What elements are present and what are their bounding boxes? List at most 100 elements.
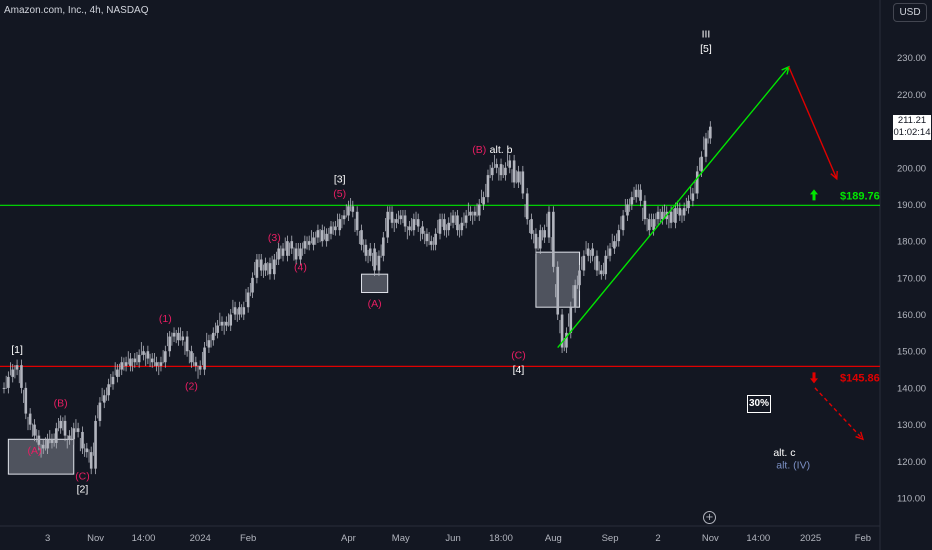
candle-body xyxy=(360,230,363,245)
candle-body xyxy=(299,248,302,260)
candle-body xyxy=(678,208,682,216)
candle-body xyxy=(242,307,246,315)
y-tick-label: 120.00 xyxy=(897,457,926,468)
candle-body xyxy=(207,340,211,348)
candle-body xyxy=(111,376,115,385)
candle-body xyxy=(94,420,97,469)
bar-countdown: 01:02:14 xyxy=(893,127,931,138)
candle-body xyxy=(626,204,629,216)
wave-label: (1) xyxy=(159,313,172,325)
candle-body xyxy=(368,248,372,256)
candle-body xyxy=(669,211,673,223)
x-tick-label: 2024 xyxy=(190,533,211,544)
candle-body xyxy=(238,307,241,315)
candle-body xyxy=(477,204,481,216)
candle-body xyxy=(443,219,446,231)
wave-label: III xyxy=(702,29,711,41)
candle-body xyxy=(129,358,132,366)
current-price-badge: 211.21 01:02:14 xyxy=(893,115,931,140)
candle-body xyxy=(159,362,163,366)
x-tick-label: 2 xyxy=(655,533,660,544)
candle-body xyxy=(491,167,494,176)
candle-body xyxy=(373,248,376,271)
candle-body xyxy=(81,431,84,449)
candle-body xyxy=(233,307,237,315)
red-dashed-arrowhead xyxy=(855,431,864,441)
candle-body xyxy=(59,420,62,429)
candle-body xyxy=(33,424,36,436)
candle-body xyxy=(469,211,472,216)
y-tick-label: 130.00 xyxy=(897,420,926,431)
candle-body xyxy=(24,387,28,414)
wave-label: [3] xyxy=(334,173,346,185)
candle-body xyxy=(294,248,298,260)
candle-body xyxy=(499,164,503,176)
x-tick-label: 2025 xyxy=(800,533,821,544)
candle-body xyxy=(617,230,621,242)
candle-body xyxy=(338,219,342,231)
candle-body xyxy=(137,354,141,363)
wave-label: (4) xyxy=(294,262,307,274)
candle-body xyxy=(89,452,93,469)
candle-body xyxy=(251,277,254,293)
y-tick-label: 140.00 xyxy=(897,383,926,394)
candle-body xyxy=(11,369,15,377)
candle-body xyxy=(124,362,128,366)
candle-body xyxy=(421,226,424,234)
wave-label: alt. (IV) xyxy=(776,460,810,472)
candle-body xyxy=(643,200,647,220)
candle-body xyxy=(211,332,215,341)
x-tick-label: Sep xyxy=(602,533,619,544)
wave-label: (A) xyxy=(368,298,382,310)
candle-body xyxy=(150,358,154,363)
plus-circle-icon[interactable]: + xyxy=(703,511,716,524)
candle-body xyxy=(290,241,294,249)
candle-body xyxy=(556,266,560,315)
candle-body xyxy=(709,126,712,139)
candle-body xyxy=(216,325,219,333)
candle-body xyxy=(364,244,368,256)
candle-body xyxy=(347,206,350,216)
candle-body xyxy=(194,362,198,366)
currency-button[interactable]: USD xyxy=(893,3,927,22)
candle-body xyxy=(277,248,280,260)
candle-body xyxy=(255,259,259,278)
y-tick-label: 170.00 xyxy=(897,273,926,284)
x-tick-label: 14:00 xyxy=(132,533,156,544)
wave-label: (A) xyxy=(28,445,42,457)
x-tick-label: Aug xyxy=(545,533,562,544)
candle-body xyxy=(647,219,651,231)
x-tick-label: May xyxy=(392,533,410,544)
resistance-label: $189.76 xyxy=(840,190,880,202)
candle-body xyxy=(695,171,699,194)
current-price-value: 211.21 xyxy=(897,115,927,126)
candle-body xyxy=(595,255,599,271)
candle-body xyxy=(530,219,533,234)
candle-body xyxy=(674,208,677,223)
candle-body xyxy=(543,230,546,238)
x-tick-label: Feb xyxy=(855,533,871,544)
candle-body xyxy=(203,347,206,370)
candle-body xyxy=(355,211,359,231)
candle-body xyxy=(116,369,119,377)
candle-body xyxy=(661,211,664,220)
candle-body xyxy=(682,208,686,216)
candle-body xyxy=(377,255,381,271)
candle-body xyxy=(325,233,328,242)
candle-body xyxy=(7,376,10,388)
candle-body xyxy=(181,336,185,341)
candle-body xyxy=(164,351,167,363)
candle-body xyxy=(281,248,285,256)
candle-body xyxy=(652,219,655,231)
candle-body xyxy=(382,237,385,256)
candle-body xyxy=(172,332,176,337)
candle-body xyxy=(538,230,542,249)
candle-body xyxy=(586,248,590,256)
zone-b xyxy=(361,273,389,294)
arrow-down-icon xyxy=(810,372,818,384)
candle-body xyxy=(460,222,464,231)
candle-body xyxy=(286,241,289,256)
candle-body xyxy=(634,189,638,198)
candle-body xyxy=(37,435,41,445)
